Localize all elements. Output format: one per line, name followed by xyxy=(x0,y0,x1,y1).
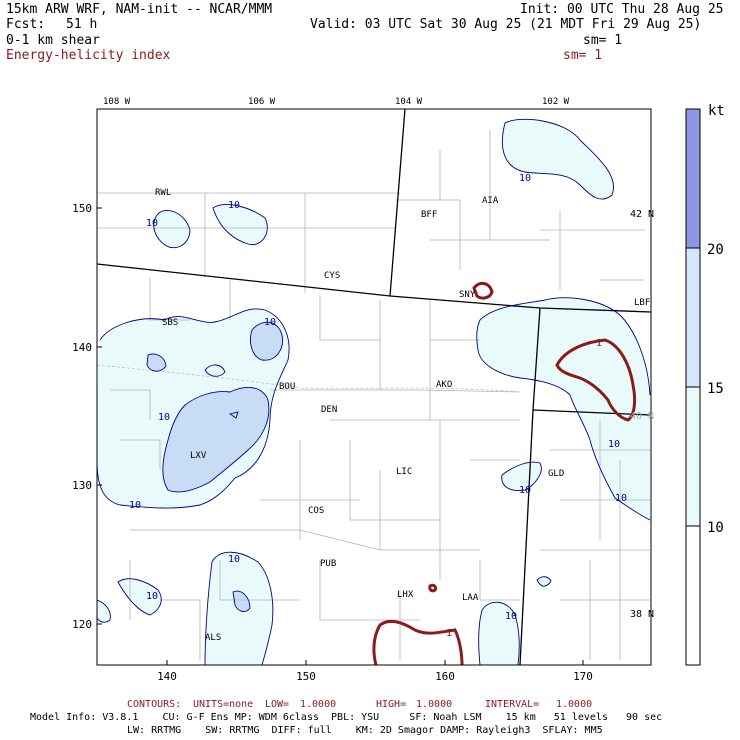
model-title: 15km ARW WRF, NAM-init -- NCAR/MMM xyxy=(6,2,273,17)
colorbar-tick: 10 xyxy=(707,520,724,536)
init-time: Init: 00 UTC Thu 28 Aug 25 xyxy=(520,2,724,17)
ehi-label: 1 xyxy=(446,628,452,639)
city-label: SBS xyxy=(162,318,178,328)
city-label: BFF xyxy=(421,210,437,220)
city-label: DEN xyxy=(321,405,337,415)
city-label: CYS xyxy=(324,271,340,281)
shear-contours xyxy=(97,118,651,665)
contour-label: 10 xyxy=(519,485,531,496)
city-label: LAA xyxy=(462,593,479,603)
colorbar-segment xyxy=(686,248,700,387)
field2-title: Energy-helicity index xyxy=(6,48,171,63)
colorbar-segment xyxy=(686,526,700,665)
lon-label: 102 W xyxy=(542,97,570,107)
city-label: PUB xyxy=(320,559,336,569)
lon-label: 108 W xyxy=(103,97,131,107)
contour-label: 10 xyxy=(608,439,620,450)
shear-contour-labels: 10 10 10 10 10 10 10 10 10 10 10 10 xyxy=(129,173,627,622)
contour-label: 10 xyxy=(158,412,170,423)
colorbar-segment xyxy=(686,387,700,526)
city-label: BOU xyxy=(279,382,295,392)
city-label: LIC xyxy=(396,467,412,477)
x-tick-label: 140 xyxy=(157,670,177,683)
contour-label: 10 xyxy=(228,200,240,211)
lon-label: 104 W xyxy=(395,97,423,107)
contour-label: 10 xyxy=(146,218,158,229)
city-label: SNY xyxy=(459,290,476,300)
y-tick-label: 130 xyxy=(72,479,92,492)
contour-label: 10 xyxy=(129,500,141,511)
city-label: LXV xyxy=(190,451,207,461)
city-label: ALS xyxy=(205,633,221,643)
city-label: AIA xyxy=(482,196,499,206)
x-tick-label: 170 xyxy=(573,670,593,683)
contour-label: 10 xyxy=(264,317,276,328)
city-label: COS xyxy=(308,506,324,516)
city-labels: RWL BFF AIA CYS SNY LBF SBS AKO BOU DEN … xyxy=(155,188,650,643)
contours-interval-value: 1.0000 xyxy=(556,699,593,710)
x-tick-label: 160 xyxy=(435,670,455,683)
field1-smoothing: sm= 1 xyxy=(583,33,623,48)
contour-label: 10 xyxy=(146,591,158,602)
fcst-label: Fcst: xyxy=(6,17,46,32)
fcst-value: 51 h xyxy=(66,17,98,32)
colorbar-tick: 20 xyxy=(707,242,724,258)
contour-label: 10 xyxy=(228,554,240,565)
contour-label: 10 xyxy=(615,493,627,504)
contours-high-label: HIGH= xyxy=(376,699,407,710)
shear-shading xyxy=(97,119,650,665)
colorbar: kt 20 15 10 xyxy=(685,103,725,666)
contour-label: 10 xyxy=(519,173,531,184)
field1-title: 0-1 km shear xyxy=(6,33,100,48)
city-label: LBF xyxy=(634,298,650,308)
y-tick-label: 150 xyxy=(72,202,92,215)
colorbar-tick: 15 xyxy=(707,381,724,397)
city-label: AKO xyxy=(436,380,452,390)
contours-units: UNITS=none xyxy=(193,699,254,710)
contours-interval-label: INTERVAL= xyxy=(485,699,540,710)
county-lines xyxy=(97,130,650,660)
colorbar-unit: kt xyxy=(708,103,725,119)
contours-low-value: 1.0000 xyxy=(300,699,337,710)
state-borders xyxy=(97,109,651,665)
lat-label: 38 N xyxy=(630,609,654,620)
ehi-contours xyxy=(372,281,637,665)
contours-low-label: LOW= xyxy=(265,699,290,710)
model-info-line2: LW: RRTMG SW: RRTMG DIFF: full KM: 2D Sm… xyxy=(127,725,603,736)
lon-label: 106 W xyxy=(248,97,276,107)
valid-time: Valid: 03 UTC Sat 30 Aug 25 (21 MDT Fri … xyxy=(310,17,702,32)
city-label: RWL xyxy=(155,188,171,198)
contours-high-value: 1.0000 xyxy=(416,699,453,710)
colorbar-segment xyxy=(686,109,700,248)
y-tick-label: 120 xyxy=(72,618,92,631)
x-tick-label: 150 xyxy=(296,670,316,683)
ehi-contour-labels: 1 1 xyxy=(446,338,602,639)
lat-label: 40 N xyxy=(630,411,654,422)
axis-tick-labels: 140 150 160 170 150 140 130 120 xyxy=(72,202,593,683)
y-tick-label: 140 xyxy=(72,341,92,354)
lat-labels: 42 N 40 N 38 N xyxy=(630,209,654,620)
contour-label: 10 xyxy=(505,611,517,622)
city-label: GLD xyxy=(548,469,564,479)
model-info-line1: Model Info: V3.8.1 CU: G-F Ens MP: WDM 6… xyxy=(30,712,663,723)
map-frame xyxy=(96,108,652,666)
city-label: LHX xyxy=(397,590,414,600)
lon-labels: 108 W 106 W 104 W 102 W xyxy=(103,97,570,107)
contours-label: CONTOURS: xyxy=(127,699,182,710)
axis-tick-marks xyxy=(97,207,584,665)
lat-label: 42 N xyxy=(630,209,654,220)
ehi-label: 1 xyxy=(596,338,602,349)
field2-smoothing: sm= 1 xyxy=(563,48,603,63)
